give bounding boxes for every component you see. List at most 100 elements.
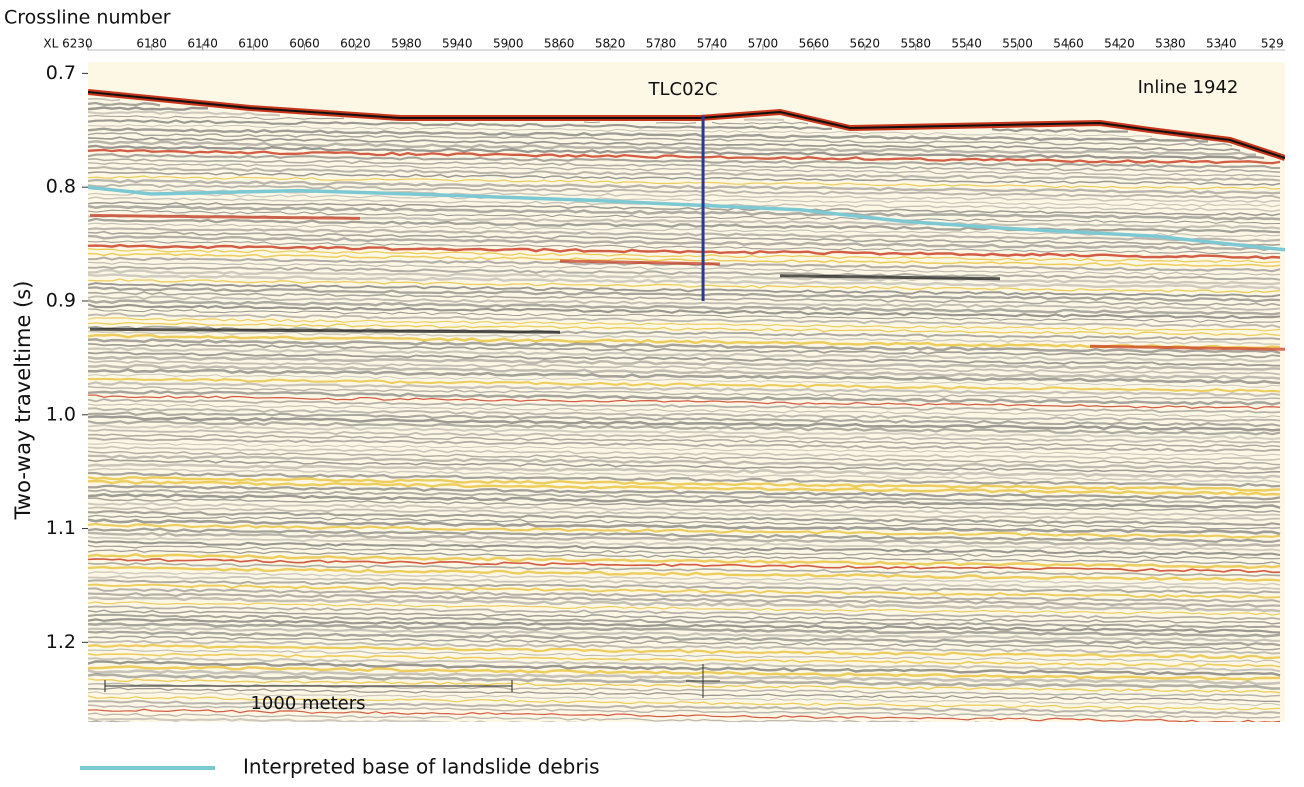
x-tick-label: 5660	[799, 37, 830, 51]
reflector	[88, 209, 1281, 225]
reflector	[88, 234, 1281, 252]
reflector	[88, 558, 1281, 574]
reflector	[88, 601, 1281, 616]
reflector	[88, 226, 1281, 243]
x-axis-title: Crossline number	[4, 7, 171, 29]
reflector	[88, 583, 1281, 599]
reflector	[88, 716, 609, 722]
reflector	[88, 531, 1281, 548]
x-tick-label: 6060	[289, 37, 320, 51]
reflector	[88, 415, 1281, 432]
x-tick-label: 5740	[697, 37, 728, 51]
reflector	[88, 360, 1281, 376]
x-tick-label: 5780	[646, 37, 677, 51]
y-tick-label: 0.8	[46, 176, 76, 198]
reflector	[88, 158, 1281, 173]
reflector	[88, 605, 1281, 621]
x-tick-label: 5820	[595, 37, 626, 51]
reflector	[88, 561, 1281, 577]
reflector	[88, 114, 809, 125]
reflector	[88, 735, 1280, 749]
x-tick-label: 5420	[1104, 37, 1135, 51]
x-tick-label: 6020	[340, 37, 371, 51]
reflector	[88, 291, 1281, 307]
reflector	[88, 540, 1281, 557]
reflector	[88, 471, 1281, 488]
strong-reflector	[89, 213, 361, 220]
reflector	[88, 240, 1281, 255]
reflector	[88, 639, 1281, 655]
seismic-texture	[88, 89, 1285, 749]
reflector	[88, 411, 1281, 428]
reflector	[88, 153, 1280, 170]
reflector	[88, 295, 1281, 311]
reflector	[88, 308, 1281, 324]
reflector	[88, 428, 1281, 445]
well-label: TLC02C	[648, 79, 718, 100]
reflector	[88, 162, 1281, 178]
reflector	[88, 635, 1281, 651]
reflector	[88, 217, 1281, 234]
reflector	[88, 669, 1281, 686]
reflector	[88, 458, 1281, 474]
x-tick-label: XL 6230	[43, 37, 92, 51]
reflector	[88, 127, 1209, 143]
reflector	[88, 571, 1281, 586]
reflector	[88, 333, 1281, 350]
strong-reflector	[1089, 344, 1285, 351]
reflector	[88, 171, 1281, 186]
reflector	[88, 110, 785, 122]
reflector	[88, 502, 1281, 517]
reflector	[88, 201, 1281, 217]
y-tick-label: 0.7	[46, 62, 76, 84]
x-tick-label: 6180	[136, 37, 167, 51]
reflector	[88, 484, 1281, 501]
x-tick-label: 5700	[748, 37, 779, 51]
reflector	[88, 467, 1281, 483]
strong-reflector	[779, 274, 1001, 281]
reflector	[88, 407, 1281, 422]
reflector	[88, 140, 1257, 157]
x-tick-label: 6140	[187, 37, 218, 51]
x-tick-label: 5540	[951, 37, 982, 51]
reflector	[88, 265, 1281, 281]
reflector	[88, 398, 1281, 414]
reflector	[88, 704, 1281, 719]
reflector	[88, 656, 1281, 673]
reflector	[88, 299, 1281, 316]
reflector	[88, 282, 1281, 298]
y-axis-title: Two-way traveltime (s)	[11, 281, 35, 521]
reflector	[88, 712, 995, 722]
reflector	[88, 527, 1281, 544]
reflector	[88, 183, 1281, 200]
reflector	[88, 699, 1281, 715]
reflector	[88, 286, 1281, 303]
x-tick-label: 5900	[493, 37, 524, 51]
reflector	[88, 148, 1281, 165]
overlay	[88, 115, 1285, 301]
y-tick-label: 0.9	[46, 289, 76, 311]
reflector	[88, 492, 1281, 509]
x-tick-label: 5860	[544, 37, 575, 51]
reflector	[88, 230, 1281, 247]
reflector	[88, 261, 1281, 276]
reflector	[88, 518, 1281, 536]
reflector	[88, 648, 1281, 664]
reflector	[88, 479, 1281, 496]
reflector	[88, 377, 1281, 393]
reflector	[88, 652, 1281, 668]
reflector	[88, 330, 1281, 346]
y-tick-label: 1.0	[46, 403, 76, 425]
reflector	[88, 119, 1128, 134]
reflector	[88, 192, 1281, 208]
reflector	[88, 727, 1280, 740]
x-tick-label: 5380	[1155, 37, 1186, 51]
reflector	[88, 278, 1281, 294]
seafloor	[88, 91, 1285, 159]
x-tick-label: 5580	[900, 37, 931, 51]
reflector	[88, 596, 1281, 613]
reflector	[88, 626, 1280, 642]
interpreted-line	[88, 185, 1285, 252]
scale-bar-label: 1000 meters	[250, 693, 365, 714]
